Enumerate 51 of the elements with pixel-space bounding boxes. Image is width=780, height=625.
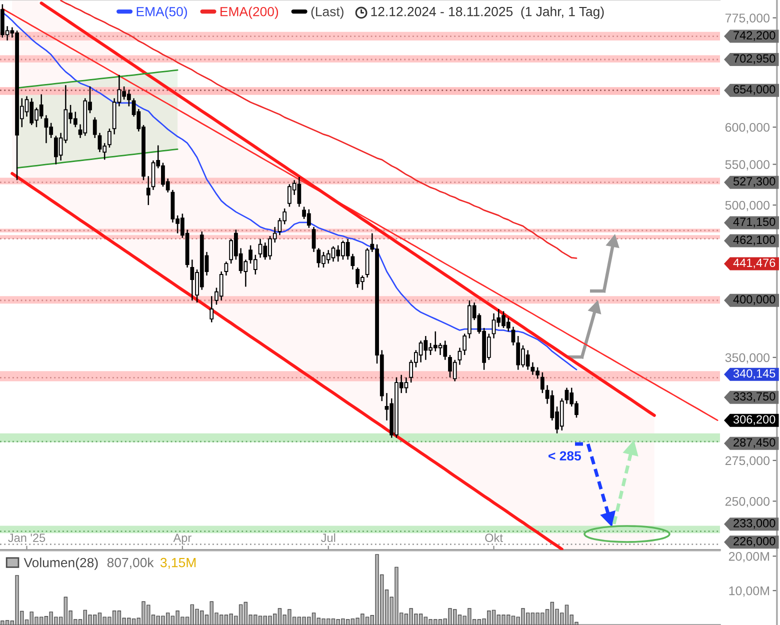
legend-label: EMA(200)	[220, 6, 278, 19]
candlestick	[511, 326, 516, 346]
line-series	[60, 0, 578, 259]
text: 441,476	[733, 258, 776, 268]
y-tick-label: 550,000	[725, 160, 770, 170]
x-tick-label: Apr	[173, 534, 192, 544]
candlestick	[146, 176, 150, 206]
ref-line-label: 654,000	[734, 85, 776, 95]
line-series	[16, 148, 178, 169]
y-tick-label: 20,00M	[728, 552, 769, 562]
ref-line-label: 233,000	[734, 518, 776, 529]
y-tick-label: 775,000	[725, 14, 770, 24]
candlestick	[540, 372, 544, 394]
annotation: 807,00k	[107, 558, 154, 569]
text: 340,145	[733, 369, 776, 379]
ref-line-label: 287,450	[734, 438, 776, 448]
line-series	[40, 2, 656, 417]
y-tick-label: 350,000	[725, 353, 770, 364]
line-series	[16, 69, 178, 89]
ref-line-label: 333,750	[733, 392, 776, 402]
line-series	[2, 8, 718, 421]
candlestick	[92, 116, 97, 139]
legend-label: Volumen(28)	[24, 558, 98, 570]
ref-line-label: 462,100	[733, 236, 776, 246]
ref-line-label: 400,000	[733, 295, 776, 305]
y-tick-label: 275,000	[725, 456, 770, 467]
y-tick-label: 600,000	[725, 122, 770, 134]
candlestick	[224, 260, 228, 276]
candlestick	[458, 347, 462, 366]
ref-line-label: 742,200	[734, 31, 776, 41]
ref-line-label: 226,000	[734, 536, 776, 547]
ref-line-label: 702,950	[734, 54, 776, 64]
y-tick-label: 250,000	[725, 496, 770, 508]
ref-line-label: 527,300	[733, 177, 776, 187]
y-tick-label: 500,000	[725, 200, 770, 212]
legend-label: (Last)	[311, 6, 344, 19]
candlestick	[462, 333, 467, 356]
candlestick	[108, 128, 112, 148]
candlestick	[312, 226, 316, 253]
chart-subtitle: 12.12.2024 - 18.11.2025 (1 Jahr, 1 Tag)	[371, 6, 604, 19]
candlestick	[350, 253, 355, 270]
y-tick-label: 10,00M	[729, 586, 769, 597]
legend-label: EMA(50)	[136, 6, 187, 19]
text: 306,200	[733, 415, 776, 425]
x-tick-label: Jan '25	[8, 534, 46, 542]
annotation: < 285	[548, 451, 582, 461]
annotation: 3,15M	[160, 558, 196, 569]
x-tick-label: Okt	[485, 533, 503, 542]
x-tick-label: Jul	[321, 533, 336, 542]
ref-line-label: 471,150	[733, 218, 776, 228]
candlestick	[210, 296, 214, 323]
